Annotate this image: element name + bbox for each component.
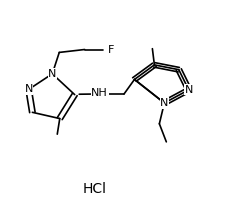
Text: F: F [108, 45, 115, 54]
Text: N: N [48, 69, 57, 79]
Text: N: N [185, 85, 193, 95]
Text: NH: NH [91, 88, 108, 98]
Text: N: N [24, 84, 33, 94]
Text: HCl: HCl [83, 182, 107, 196]
Text: N: N [160, 98, 169, 108]
